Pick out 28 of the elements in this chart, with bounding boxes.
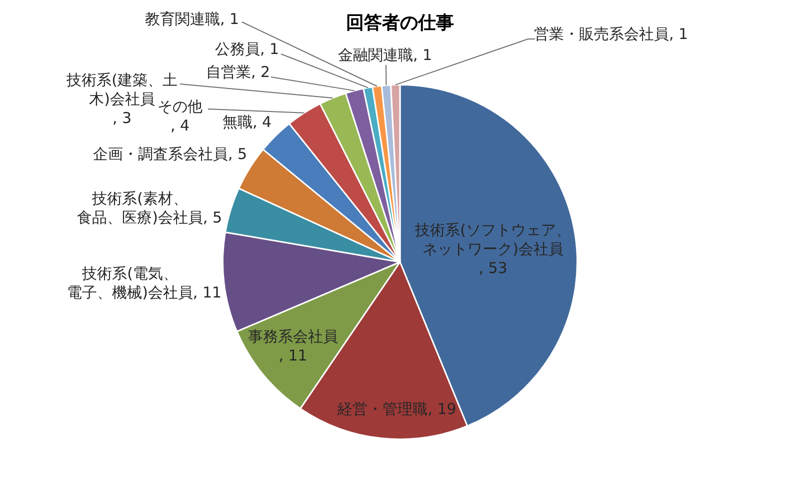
data-label: , 1 [220, 10, 240, 28]
data-label: , 5 [202, 208, 222, 226]
slice-label: 技術系(電気、電子、機械)会社員 [67, 264, 193, 302]
data-label: , 1 [412, 46, 432, 64]
slice-label: その他 [158, 97, 202, 116]
data-label: , 5 [228, 144, 248, 163]
chart-title: 回答者の仕事 [346, 12, 454, 34]
slice-label: 公務員 [214, 40, 260, 58]
slice-label: 教育関連職 [144, 10, 220, 28]
data-label: , 11 [192, 283, 222, 302]
data-label: , 3 [112, 108, 132, 127]
slice-label: 技術系(ソフトウェア、ネットワーク)会社員 [414, 220, 571, 258]
data-label: , 4 [170, 116, 190, 134]
data-label: , 19 [428, 400, 456, 418]
data-label: , 4 [252, 112, 272, 131]
slice-label: 無職 [222, 112, 252, 131]
slice-label: 営業・販売系会社員 [534, 24, 669, 43]
slice-label: 企画・調査系会社員 [92, 144, 228, 163]
slice-label: 金融関連職 [338, 46, 413, 64]
data-label: , 1 [668, 24, 688, 43]
data-label: , 53 [478, 258, 508, 277]
slice-label: 事務系会社員 [248, 327, 338, 346]
slice-label: 技術系(素材、食品、医療)会社員 [77, 189, 203, 226]
slice-label: 自営業 [206, 62, 251, 81]
slice-label: 経営・管理職 [336, 400, 428, 418]
data-label: , 1 [260, 40, 280, 58]
data-label: , 11 [278, 346, 308, 364]
data-label: , 2 [250, 62, 270, 81]
